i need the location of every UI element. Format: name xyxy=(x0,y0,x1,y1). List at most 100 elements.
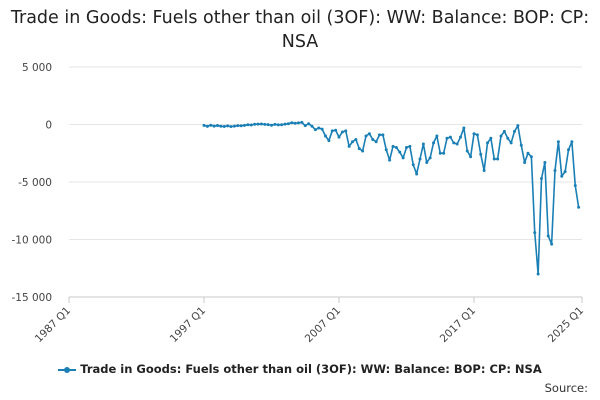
data-point[interactable] xyxy=(334,128,338,132)
data-point[interactable] xyxy=(421,142,425,146)
data-point[interactable] xyxy=(472,132,476,136)
data-point[interactable] xyxy=(418,157,422,161)
data-point[interactable] xyxy=(239,124,243,128)
data-point[interactable] xyxy=(391,144,395,148)
data-point[interactable] xyxy=(405,146,408,149)
data-point[interactable] xyxy=(540,177,543,181)
data-point[interactable] xyxy=(519,143,523,147)
data-point[interactable] xyxy=(310,124,314,128)
data-point[interactable] xyxy=(259,122,263,126)
data-point[interactable] xyxy=(475,133,479,137)
data-point[interactable] xyxy=(276,123,280,127)
data-point[interactable] xyxy=(560,174,564,178)
data-point[interactable] xyxy=(492,157,496,161)
data-point[interactable] xyxy=(546,234,550,238)
data-point[interactable] xyxy=(246,123,250,127)
data-point[interactable] xyxy=(280,123,284,127)
data-point[interactable] xyxy=(361,149,365,153)
data-point[interactable] xyxy=(533,231,537,235)
data-point[interactable] xyxy=(469,155,473,159)
data-point[interactable] xyxy=(330,129,334,133)
data-point[interactable] xyxy=(459,135,462,139)
data-point[interactable] xyxy=(229,125,233,129)
data-point[interactable] xyxy=(226,124,230,128)
data-point[interactable] xyxy=(567,148,570,152)
data-point[interactable] xyxy=(499,134,503,138)
data-point[interactable] xyxy=(438,151,442,155)
data-point[interactable] xyxy=(394,146,398,149)
data-point[interactable] xyxy=(381,133,385,137)
data-point[interactable] xyxy=(516,124,520,128)
data-point[interactable] xyxy=(378,133,381,137)
data-point[interactable] xyxy=(563,170,567,174)
data-point[interactable] xyxy=(526,151,530,155)
legend[interactable]: Trade in Goods: Fuels other than oil (3O… xyxy=(0,362,600,376)
data-point[interactable] xyxy=(442,151,446,155)
data-point[interactable] xyxy=(455,142,459,146)
data-point[interactable] xyxy=(303,124,307,128)
data-point[interactable] xyxy=(212,124,216,128)
data-point[interactable] xyxy=(479,152,483,156)
data-point[interactable] xyxy=(486,141,489,145)
data-point[interactable] xyxy=(337,135,341,139)
data-point[interactable] xyxy=(209,123,213,127)
data-point[interactable] xyxy=(263,122,267,126)
data-point[interactable] xyxy=(320,127,324,131)
data-point[interactable] xyxy=(243,123,246,127)
data-point[interactable] xyxy=(354,137,358,141)
data-point[interactable] xyxy=(428,156,432,160)
data-point[interactable] xyxy=(270,123,273,127)
data-point[interactable] xyxy=(256,122,260,126)
data-point[interactable] xyxy=(313,128,317,132)
data-point[interactable] xyxy=(232,124,236,128)
data-point[interactable] xyxy=(550,242,554,246)
data-point[interactable] xyxy=(351,140,354,144)
data-point[interactable] xyxy=(529,155,533,159)
data-point[interactable] xyxy=(489,136,493,140)
data-point[interactable] xyxy=(573,183,577,187)
data-point[interactable] xyxy=(509,141,513,145)
data-point[interactable] xyxy=(286,122,290,126)
data-point[interactable] xyxy=(347,144,351,148)
data-point[interactable] xyxy=(236,124,240,128)
data-point[interactable] xyxy=(222,124,226,128)
data-point[interactable] xyxy=(502,129,506,133)
data-point[interactable] xyxy=(570,140,574,144)
data-point[interactable] xyxy=(482,169,486,172)
data-point[interactable] xyxy=(577,205,581,209)
data-point[interactable] xyxy=(216,124,219,128)
data-point[interactable] xyxy=(327,139,331,143)
data-point[interactable] xyxy=(374,140,378,144)
data-point[interactable] xyxy=(553,169,557,172)
data-point[interactable] xyxy=(202,123,206,127)
data-point[interactable] xyxy=(290,121,294,125)
data-point[interactable] xyxy=(448,135,452,139)
data-point[interactable] xyxy=(205,124,209,128)
data-point[interactable] xyxy=(273,122,277,126)
data-point[interactable] xyxy=(445,136,449,140)
data-point[interactable] xyxy=(297,121,300,125)
data-point[interactable] xyxy=(506,136,510,140)
data-point[interactable] xyxy=(408,144,412,148)
data-point[interactable] xyxy=(523,160,527,164)
data-point[interactable] xyxy=(401,156,405,160)
data-point[interactable] xyxy=(340,130,344,134)
data-point[interactable] xyxy=(388,158,392,162)
data-point[interactable] xyxy=(465,149,469,153)
data-point[interactable] xyxy=(317,126,321,130)
data-point[interactable] xyxy=(452,141,456,145)
data-point[interactable] xyxy=(415,172,419,176)
data-point[interactable] xyxy=(283,122,287,126)
data-point[interactable] xyxy=(556,140,560,144)
data-point[interactable] xyxy=(253,122,257,126)
data-point[interactable] xyxy=(425,160,429,164)
data-point[interactable] xyxy=(364,134,368,138)
data-point[interactable] xyxy=(543,160,547,164)
data-point[interactable] xyxy=(324,134,327,138)
data-point[interactable] xyxy=(432,141,435,145)
data-point[interactable] xyxy=(249,123,253,127)
data-point[interactable] xyxy=(266,123,270,127)
data-point[interactable] xyxy=(411,163,415,167)
data-point[interactable] xyxy=(462,126,466,130)
data-point[interactable] xyxy=(300,120,304,124)
